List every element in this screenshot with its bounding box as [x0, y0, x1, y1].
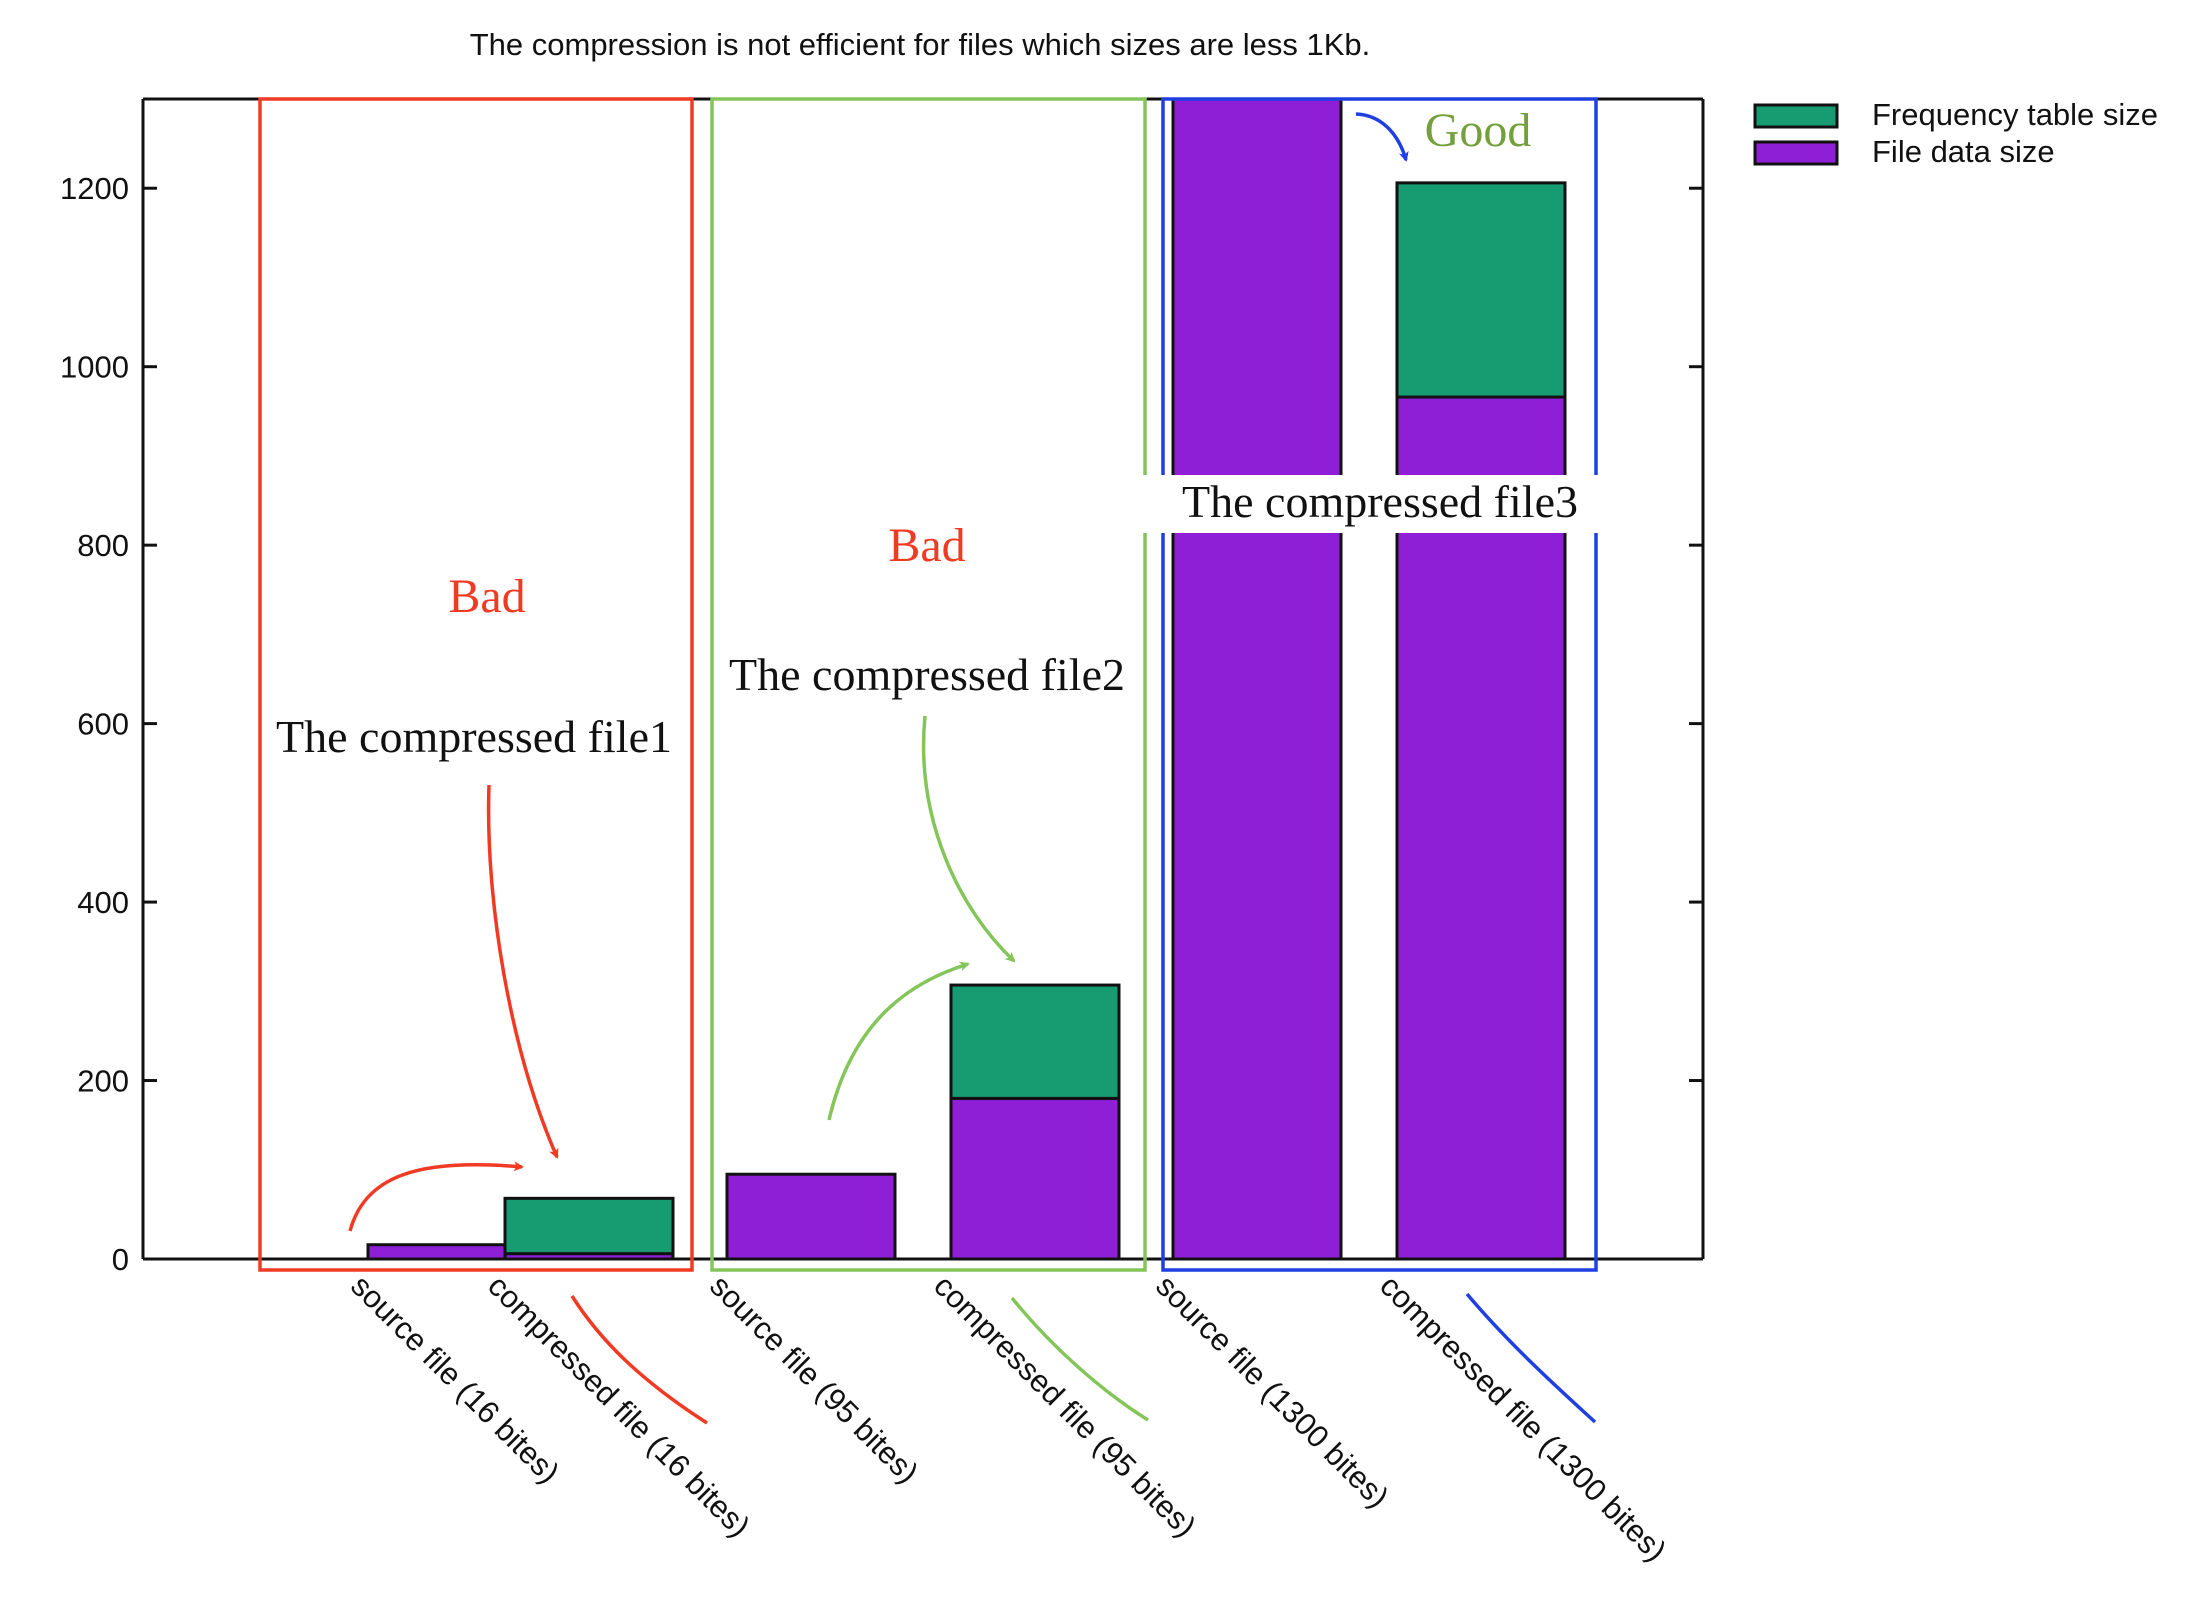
- arrow-note-to-compressed-1: [486, 784, 559, 1159]
- x-tick-label: compressed file (95 bites): [927, 1268, 1203, 1544]
- y-tick-label: 200: [77, 1064, 129, 1099]
- chart-title: The compression is not efficient for fil…: [470, 27, 1371, 62]
- legend-swatch-1: [1753, 103, 1839, 129]
- y-tick-label: 1000: [60, 350, 129, 385]
- group-highlight-box-1: [258, 97, 694, 1272]
- y-tick-label: 400: [77, 885, 129, 920]
- x-tick-label: source file (95 bites): [703, 1268, 925, 1490]
- note-label-3: The compressed file3: [1182, 476, 1578, 527]
- arrow-good: [1355, 112, 1409, 162]
- verdict-label-3: Good: [1425, 104, 1532, 157]
- arrow-source-to-compressed-1: [348, 1161, 524, 1232]
- note-label-3-bg: [1115, 475, 1645, 533]
- legend-label-1: Frequency table size: [1872, 97, 2158, 132]
- note-label-1: The compressed file1: [276, 711, 672, 762]
- arrow-source-to-compressed-2: [827, 961, 970, 1121]
- arrow-note-to-compressed-2: [921, 715, 1016, 963]
- bar-frequency-table-6: [1395, 181, 1567, 399]
- y-tick-label: 0: [112, 1242, 129, 1277]
- verdict-label-1: Bad: [448, 570, 525, 623]
- group-highlight-box-2: [710, 97, 1147, 1272]
- bar-file-data-4: [949, 1096, 1121, 1261]
- underline-compressed-2: [1010, 1296, 1149, 1422]
- y-tick-label: 1200: [60, 171, 129, 206]
- group-highlight-box-3: [1161, 97, 1598, 1272]
- underline-compressed-1: [570, 1295, 708, 1425]
- legend-swatch-2: [1753, 140, 1839, 166]
- bar-file-data-3: [725, 1172, 897, 1261]
- underline-compressed-3: [1465, 1292, 1597, 1424]
- bar-file-data-6: [1395, 395, 1567, 1261]
- y-tick-label: 800: [77, 528, 129, 563]
- x-tick-label: compressed file (1300 bites): [1373, 1268, 1673, 1568]
- bar-frequency-table-4: [949, 983, 1121, 1100]
- x-tick-label: compressed file (16 bites): [481, 1268, 757, 1544]
- verdict-label-2: Bad: [888, 519, 965, 572]
- x-tick-label: source file (1300 bites): [1149, 1268, 1396, 1515]
- y-tick-label: 600: [77, 707, 129, 742]
- bar-file-data-5: [1171, 97, 1343, 1261]
- legend-label-2: File data size: [1872, 134, 2055, 169]
- bar-frequency-table-2: [503, 1196, 675, 1256]
- note-label-2: The compressed file2: [729, 649, 1125, 700]
